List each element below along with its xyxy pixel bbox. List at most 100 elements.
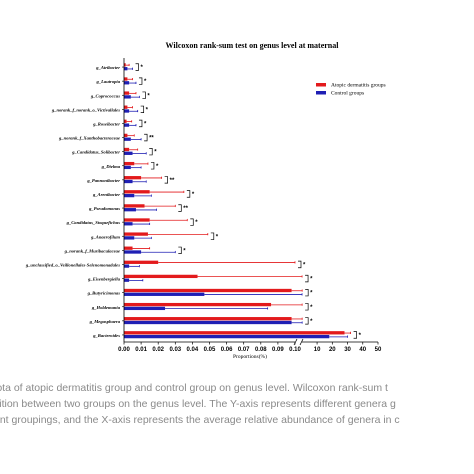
bar — [124, 63, 126, 67]
bar — [124, 222, 133, 226]
bar — [124, 278, 130, 282]
caption-line-1: iota of atopic dermatitis group and cont… — [0, 382, 388, 394]
significance-bracket — [164, 176, 168, 184]
legend-label: Control groups — [331, 91, 364, 97]
bar — [124, 81, 130, 85]
x-axis: 0.00 0.01 0.02 0.03 0.04 0.05 0.06 0.07 0.08 0.09… — [118, 58, 382, 353]
significance-label: * — [216, 234, 219, 240]
significance-bracket — [186, 190, 191, 198]
x-tick-label: 0.09 — [272, 347, 284, 353]
bar — [124, 288, 292, 293]
category-label: g_norank_f_Xanthobacteraceae — [58, 136, 120, 141]
bar — [124, 105, 128, 109]
bar — [124, 274, 198, 279]
significance-label: * — [359, 333, 362, 339]
x-tick-label: 0.07 — [238, 347, 250, 353]
x-tick-label: 40 — [359, 347, 366, 353]
significance-bracket — [138, 119, 143, 128]
significance-label: * — [154, 150, 157, 156]
bar — [124, 232, 148, 236]
significance-bracket — [190, 218, 194, 226]
category-label: g_Anaerofilum — [90, 234, 120, 239]
bar — [124, 119, 127, 123]
significance-markers: *********************** — [135, 63, 362, 339]
significance-bracket — [305, 317, 309, 325]
category-label: g_Pannonibacter — [86, 178, 120, 183]
significance-bracket — [150, 162, 155, 170]
significance-label: * — [141, 65, 144, 71]
significance-label: * — [310, 305, 313, 311]
category-label: g_Dielma — [101, 164, 121, 169]
x-tick-label: 0.03 — [169, 347, 181, 353]
significance-label: ** — [183, 206, 188, 212]
caption-line-2: sition between two groups on the genus l… — [0, 398, 396, 410]
bar — [124, 264, 130, 268]
legend-label: Atopic dermatitis groups — [331, 83, 386, 89]
category-label: g_Holdemania — [91, 305, 121, 310]
category-label: g_Megasphaera — [89, 319, 121, 324]
bar — [124, 151, 133, 155]
bar — [124, 133, 128, 138]
bar — [124, 250, 142, 254]
bar — [124, 193, 135, 198]
x-tick-label: 50 — [375, 347, 382, 353]
significance-bracket — [135, 63, 139, 71]
bar — [124, 190, 150, 194]
x-tick-label: 0.01 — [135, 347, 147, 353]
x-tick-label: 0.10 — [289, 347, 301, 353]
significance-bracket — [149, 148, 153, 156]
bar — [124, 179, 133, 184]
significance-bracket — [178, 204, 182, 212]
x-tick-label: 0.02 — [152, 347, 164, 353]
bar — [124, 109, 130, 113]
category-label: g_unclassified_o_Veillonellales-Selenomo… — [25, 262, 120, 267]
bar — [124, 204, 145, 208]
significance-label: * — [195, 220, 198, 226]
significance-label: * — [144, 79, 147, 85]
significance-label: * — [310, 319, 313, 325]
significance-bracket — [178, 246, 182, 254]
significance-bracket — [140, 105, 145, 113]
category-label: g_Candidatus_Stoquefichus — [66, 220, 121, 225]
category-label: g_Butyricimonas — [87, 291, 121, 296]
bars — [124, 63, 351, 339]
significance-bracket — [142, 91, 146, 99]
x-tick-label: 0.06 — [221, 347, 233, 353]
bar — [124, 77, 128, 81]
significance-label: * — [303, 262, 306, 268]
bar — [124, 123, 130, 127]
significance-bracket — [353, 331, 357, 339]
bar — [124, 331, 345, 335]
significance-label: ** — [149, 136, 154, 142]
category-label: g_norank_f_Muribaculaceae — [64, 248, 120, 253]
x-tick-label: 0.00 — [118, 347, 130, 353]
category-label: g_Roseibacter — [92, 121, 120, 126]
bar — [124, 91, 130, 95]
category-label: g_Bacteroides — [92, 333, 120, 338]
bar — [124, 137, 131, 141]
significance-bracket — [305, 289, 309, 297]
significance-label: * — [310, 291, 313, 297]
significance-label: * — [310, 277, 313, 283]
category-label: g_Eisenbergiella — [87, 277, 121, 282]
axis-break — [299, 338, 304, 346]
category-label: g_Atribacter — [95, 65, 120, 70]
bar — [124, 260, 159, 264]
significance-label: * — [183, 248, 186, 254]
bar — [124, 302, 272, 307]
bar — [124, 317, 292, 321]
significance-label: * — [156, 164, 159, 170]
category-label: g_Candidatus_Solibacter — [71, 150, 120, 155]
y-axis-labels: g_Atribacter g_Lautropia g_Coprococcus g_no… — [25, 65, 124, 338]
significance-bracket — [305, 303, 309, 311]
significance-bracket — [144, 133, 148, 142]
category-label: g_norank_f_norank_o_Victivallales — [51, 107, 120, 112]
x-tick-label: 0.08 — [255, 347, 267, 353]
significance-label: * — [147, 93, 150, 99]
category-label: g_Lautropia — [96, 79, 121, 84]
bar — [124, 246, 133, 250]
legend-swatch — [316, 83, 326, 87]
significance-bracket — [138, 77, 143, 85]
x-tick-label: 0.04 — [187, 347, 199, 353]
x-tick-label: 20 — [329, 347, 336, 353]
